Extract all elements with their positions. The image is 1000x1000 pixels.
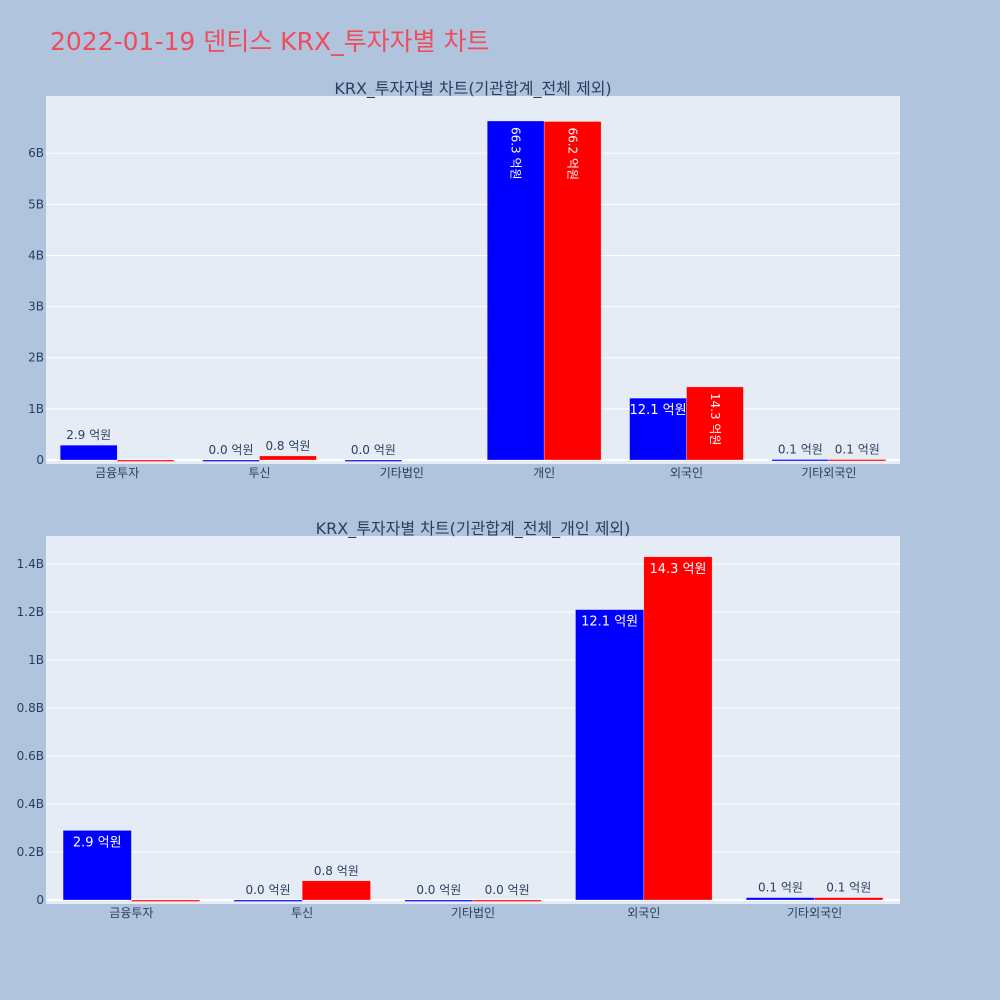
c2-bar xyxy=(62,830,132,901)
c2-ytick-label: 1.4B xyxy=(17,557,44,571)
c2-bar xyxy=(746,897,815,901)
c1-data-label: 0.1 억원 xyxy=(778,442,823,456)
c1-bar xyxy=(828,459,887,462)
page-title: 2022-01-19 덴티스 KRX_투자자별 차트 xyxy=(50,27,490,56)
c1-category-label: 금융투자 xyxy=(95,466,139,480)
c2-category-label: 투신 xyxy=(291,906,313,920)
c2-data-label: 0.0 억원 xyxy=(246,883,291,897)
c1-bar xyxy=(486,120,545,461)
c2-data-label: 0.0 억원 xyxy=(416,883,461,897)
c2-category-label: 기타외국인 xyxy=(787,906,842,920)
c1-data-label: 0.0 억원 xyxy=(351,443,396,457)
c1-plot-area xyxy=(46,96,900,464)
c2-bar xyxy=(131,899,200,902)
c1-data-label: 66.3 억원 xyxy=(509,127,523,180)
c2-ytick-label: 1.2B xyxy=(17,605,44,619)
c1-ytick-label: 0 xyxy=(36,453,44,467)
c2-category-label: 외국인 xyxy=(627,906,660,920)
c2-bar xyxy=(472,899,542,902)
c2-chart-title: KRX_투자자별 차트(기관합계_전체_개인 제외) xyxy=(316,519,631,539)
c1-bar xyxy=(344,459,403,462)
c2-ytick-label: 0.2B xyxy=(17,845,44,859)
c1-bar xyxy=(259,455,317,461)
c1-data-label: 66.2 억원 xyxy=(565,127,579,180)
c1-ytick-label: 2B xyxy=(28,351,44,365)
c1-category-label: 기타외국인 xyxy=(801,466,856,480)
c2-ytick-label: 0.8B xyxy=(17,701,44,715)
c2-data-label: 12.1 억원 xyxy=(581,615,638,630)
c2-bar xyxy=(233,899,303,902)
c2-category-label: 기타법인 xyxy=(451,906,495,920)
c1-ytick-label: 4B xyxy=(28,248,44,262)
c2-ytick-label: 0.6B xyxy=(17,749,44,763)
c2-ytick-label: 1B xyxy=(28,653,44,667)
c1-chart-title: KRX_투자자별 차트(기관합계_전체 제외) xyxy=(334,79,611,99)
c1-data-label: 0.1 억원 xyxy=(835,442,880,456)
c2-data-label: 2.9 억원 xyxy=(73,835,122,850)
c1-category-label: 개인 xyxy=(533,466,555,480)
c2-data-label: 14.3 억원 xyxy=(649,562,706,577)
chart-excluding-individual: KRX_투자자별 차트(기관합계_전체_개인 제외) 0 0.2B 0.4B 0.6B 0… xyxy=(17,519,900,920)
c2-ytick-label: 0.4B xyxy=(17,797,44,811)
c1-bar xyxy=(202,459,260,462)
c1-data-label: 0.0 억원 xyxy=(209,443,254,457)
c1-data-label: 14.3 억원 xyxy=(708,393,722,446)
c2-bar xyxy=(814,897,884,901)
c1-bar xyxy=(629,397,687,461)
c2-ytick-label: 0 xyxy=(36,893,44,907)
c2-data-label: 0.1 억원 xyxy=(826,881,871,895)
chart-overall: KRX_투자자별 차트(기관합계_전체 제외) 0 1B 2B 3B 4B 5B 6B 금융투자… xyxy=(28,79,900,480)
c2-bar xyxy=(643,556,713,901)
c2-plot-area xyxy=(46,536,900,904)
c1-data-label: 12.1 억원 xyxy=(630,403,687,418)
c1-category-label: 투신 xyxy=(248,466,270,480)
c1-ytick-label: 1B xyxy=(28,402,44,416)
c1-category-label: 외국인 xyxy=(670,466,703,480)
c2-bar xyxy=(404,899,474,902)
c1-bar xyxy=(543,121,602,461)
c2-data-label: 0.1 억원 xyxy=(758,881,803,895)
c1-ytick-label: 3B xyxy=(28,300,44,314)
c1-bar xyxy=(686,386,744,461)
c2-data-label: 0.0 억원 xyxy=(485,883,530,897)
c1-data-label: 2.9 억원 xyxy=(66,428,111,442)
c2-bar xyxy=(301,880,371,901)
c1-data-label: 0.8 억원 xyxy=(265,439,310,453)
c2-category-label: 금융투자 xyxy=(109,906,153,920)
c1-bar xyxy=(116,459,175,462)
c2-data-label: 0.8 억원 xyxy=(314,864,359,878)
c1-bar xyxy=(59,444,118,461)
c1-ytick-label: 5B xyxy=(28,197,44,211)
c1-ytick-label: 6B xyxy=(28,146,44,160)
c1-category-label: 기타법인 xyxy=(380,466,424,480)
c2-bar xyxy=(575,609,645,901)
